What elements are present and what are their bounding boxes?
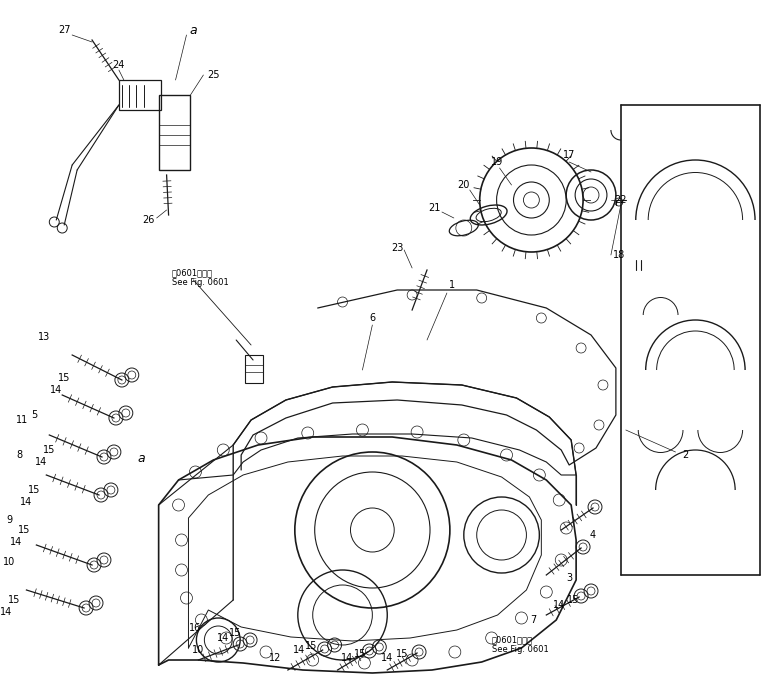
Text: 9: 9	[7, 515, 13, 525]
Text: 23: 23	[391, 243, 403, 253]
Text: 2: 2	[682, 450, 689, 460]
Text: 6: 6	[370, 313, 376, 323]
Text: 15: 15	[28, 485, 40, 495]
Text: 14: 14	[35, 457, 47, 467]
Bar	[245, 355, 263, 383]
Text: 26: 26	[142, 215, 155, 225]
Text: 15: 15	[229, 628, 242, 638]
Text: 25: 25	[207, 70, 219, 80]
Text: 3: 3	[566, 573, 572, 583]
Text: 24: 24	[113, 60, 125, 70]
Text: 14: 14	[553, 600, 565, 610]
Text: 15: 15	[18, 525, 30, 535]
Text: 15: 15	[8, 595, 21, 605]
Text: 14: 14	[1, 607, 13, 617]
Text: 14: 14	[217, 633, 229, 643]
Text: 12: 12	[269, 653, 281, 663]
Text: 14: 14	[50, 385, 62, 395]
Text: 16: 16	[189, 623, 201, 633]
Text: 15: 15	[58, 373, 70, 383]
Text: 14: 14	[341, 653, 354, 663]
Text: 17: 17	[563, 150, 575, 160]
Text: 14: 14	[381, 653, 393, 663]
Text: 21: 21	[427, 203, 440, 213]
Text: 15: 15	[305, 641, 317, 651]
Text: 8: 8	[17, 450, 23, 460]
Text: 10: 10	[3, 557, 16, 567]
Text: 第0601回参照
See Fig. 0601: 第0601回参照 See Fig. 0601	[171, 268, 229, 288]
Text: 27: 27	[58, 25, 70, 35]
Bar	[158, 95, 190, 170]
Text: 20: 20	[458, 180, 470, 190]
Text: 5: 5	[31, 410, 37, 420]
Text: 14: 14	[21, 497, 33, 507]
Text: 13: 13	[38, 332, 50, 342]
Text: 7: 7	[530, 615, 536, 625]
Text: 15: 15	[354, 649, 367, 659]
Text: 10: 10	[192, 645, 204, 655]
Text: 14: 14	[293, 645, 305, 655]
Text: 11: 11	[16, 415, 29, 425]
Text: a: a	[138, 452, 146, 464]
Text: 15: 15	[567, 595, 579, 605]
Text: 1: 1	[449, 280, 455, 290]
Text: 18: 18	[613, 250, 625, 260]
Bar	[119, 80, 161, 110]
Text: 第0601回参照
See Fig. 0601: 第0601回参照 See Fig. 0601	[491, 635, 549, 655]
Text: 19: 19	[491, 157, 503, 167]
Text: 15: 15	[43, 445, 56, 455]
Text: 15: 15	[396, 649, 408, 659]
Text: 4: 4	[590, 530, 596, 540]
Text: a: a	[190, 24, 197, 36]
Text: 22: 22	[615, 195, 627, 205]
Text: 14: 14	[11, 537, 23, 547]
